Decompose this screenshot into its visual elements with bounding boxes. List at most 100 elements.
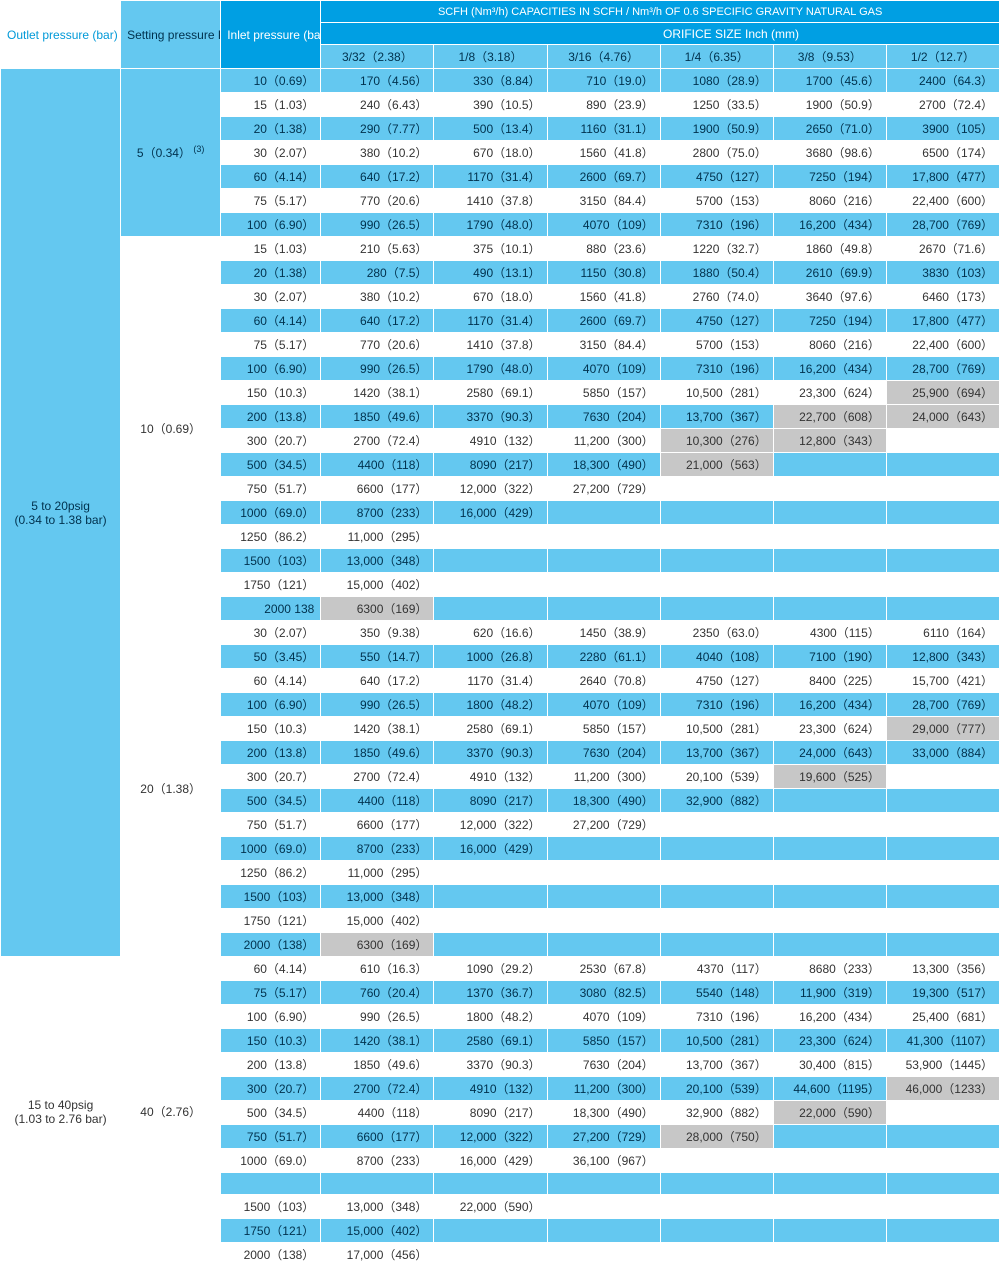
capacity-cell: 28,700（769） bbox=[886, 213, 999, 237]
capacity-cell: 17,800（477） bbox=[886, 309, 999, 333]
capacity-cell bbox=[547, 1173, 660, 1195]
capacity-cell: 4400（118） bbox=[321, 789, 434, 813]
capacity-cell: 4910（132） bbox=[434, 429, 547, 453]
capacity-cell: 16,200（434） bbox=[773, 213, 886, 237]
setting-pressure-cell: 5（0.34） (3) bbox=[121, 69, 221, 237]
capacity-cell bbox=[660, 573, 773, 597]
capacity-cell: 16,200（434） bbox=[773, 357, 886, 381]
capacity-cell: 2640（70.8） bbox=[547, 669, 660, 693]
capacity-cell: 6600（177） bbox=[321, 813, 434, 837]
capacity-cell bbox=[434, 909, 547, 933]
capacity-cell: 19,600（525） bbox=[773, 765, 886, 789]
capacity-cell: 3080（82.5） bbox=[547, 981, 660, 1005]
capacity-cell bbox=[547, 909, 660, 933]
capacity-cell bbox=[886, 1195, 999, 1219]
capacity-cell: 6600（177） bbox=[321, 1125, 434, 1149]
capacity-cell: 4750（127） bbox=[660, 165, 773, 189]
capacity-cell bbox=[773, 1243, 886, 1267]
capacity-cell: 4750（127） bbox=[660, 669, 773, 693]
capacity-cell: 1700（45.6） bbox=[773, 69, 886, 93]
capacity-cell bbox=[547, 597, 660, 621]
capacity-cell: 710（19.0） bbox=[547, 69, 660, 93]
capacity-cell bbox=[773, 525, 886, 549]
capacity-cell bbox=[547, 1243, 660, 1267]
capacity-cell: 12,800（343） bbox=[773, 429, 886, 453]
capacity-cell: 2580（69.1） bbox=[434, 1029, 547, 1053]
capacity-cell: 2700（72.4） bbox=[886, 93, 999, 117]
capacity-cell: 8090（217） bbox=[434, 789, 547, 813]
outlet-pressure-cell: 15 to 40psig(1.03 to 2.76 bar) bbox=[1, 957, 121, 1267]
capacity-cell: 2400（64.3） bbox=[886, 69, 999, 93]
inlet-pressure-cell: 150（10.3） bbox=[221, 1029, 321, 1053]
orifice-size: 1/2（12.7） bbox=[886, 45, 999, 69]
capacity-cell: 36,100（967） bbox=[547, 1149, 660, 1173]
inlet-pressure-cell: 30（2.07） bbox=[221, 621, 321, 645]
inlet-pressure-cell: 200（13.8） bbox=[221, 405, 321, 429]
capacity-cell: 375（10.1） bbox=[434, 237, 547, 261]
inlet-pressure-cell: 100（6.90） bbox=[221, 1005, 321, 1029]
capacity-cell: 23,300（624） bbox=[773, 717, 886, 741]
capacity-cell: 760（20.4） bbox=[321, 981, 434, 1005]
capacity-cell bbox=[773, 1195, 886, 1219]
table-row: 20（1.38）30（2.07）350（9.38）620（16.6）1450（3… bbox=[1, 621, 1000, 645]
inlet-pressure-cell: 60（4.14） bbox=[221, 669, 321, 693]
capacity-cell: 2670（71.6） bbox=[886, 237, 999, 261]
capacity-cell: 8090（217） bbox=[434, 1101, 547, 1125]
capacity-cell bbox=[886, 1173, 999, 1195]
capacity-cell: 1800（48.2） bbox=[434, 693, 547, 717]
capacity-cell: 28,700（769） bbox=[886, 357, 999, 381]
inlet-pressure-cell: 1750（121） bbox=[221, 1219, 321, 1243]
capacity-cell bbox=[773, 597, 886, 621]
inlet-pressure-cell: 300（20.7） bbox=[221, 429, 321, 453]
capacity-cell: 4070（109） bbox=[547, 693, 660, 717]
capacity-cell: 18,300（490） bbox=[547, 1101, 660, 1125]
capacity-cell: 3370（90.3） bbox=[434, 405, 547, 429]
capacity-cell bbox=[434, 933, 547, 957]
capacity-cell bbox=[886, 789, 999, 813]
capacity-cell bbox=[773, 909, 886, 933]
capacity-cell bbox=[773, 549, 886, 573]
inlet-pressure-cell: 1500（103） bbox=[221, 885, 321, 909]
capacity-cell: 1790（48.0） bbox=[434, 213, 547, 237]
capacity-cell: 5700（153） bbox=[660, 189, 773, 213]
capacity-title-header: SCFH (Nm³/h) CAPACITIES IN SCFH / Nm³/h … bbox=[321, 1, 1000, 23]
capacity-cell: 4040（108） bbox=[660, 645, 773, 669]
capacity-cell: 1900（50.9） bbox=[773, 93, 886, 117]
capacity-cell: 1560（41.8） bbox=[547, 141, 660, 165]
capacity-cell: 1170（31.4） bbox=[434, 165, 547, 189]
capacity-cell: 16,000（429） bbox=[434, 501, 547, 525]
capacity-cell: 4070（109） bbox=[547, 1005, 660, 1029]
capacity-cell: 2700（72.4） bbox=[321, 1077, 434, 1101]
capacity-cell: 1000（26.8） bbox=[434, 645, 547, 669]
capacity-cell bbox=[547, 501, 660, 525]
capacity-cell bbox=[434, 549, 547, 573]
capacity-cell: 20,100（539） bbox=[660, 765, 773, 789]
capacity-cell bbox=[773, 813, 886, 837]
inlet-pressure-cell: 2000 138 bbox=[221, 597, 321, 621]
capacity-cell bbox=[773, 453, 886, 477]
inlet-pressure-cell: 500（34.5） bbox=[221, 1101, 321, 1125]
capacity-cell: 2700（72.4） bbox=[321, 765, 434, 789]
capacity-cell: 3900（105） bbox=[886, 117, 999, 141]
capacity-cell: 5850（157） bbox=[547, 717, 660, 741]
capacity-cell: 16,000（429） bbox=[434, 1149, 547, 1173]
capacity-cell: 11,000（295） bbox=[321, 525, 434, 549]
inlet-header: Inlet pressure (bar) bbox=[221, 1, 321, 69]
inlet-pressure-cell: 750（51.7） bbox=[221, 1125, 321, 1149]
capacity-cell: 6110（164） bbox=[886, 621, 999, 645]
capacity-cell: 1850（49.6） bbox=[321, 741, 434, 765]
capacity-cell: 17,800（477） bbox=[886, 165, 999, 189]
capacity-cell: 15,000（402） bbox=[321, 909, 434, 933]
capacity-cell: 620（16.6） bbox=[434, 621, 547, 645]
capacity-cell bbox=[660, 933, 773, 957]
capacity-cell: 27,200（729） bbox=[547, 477, 660, 501]
capacity-cell bbox=[547, 1195, 660, 1219]
capacity-cell: 8700（233） bbox=[321, 1149, 434, 1173]
capacity-cell: 7630（204） bbox=[547, 741, 660, 765]
capacity-cell: 7630（204） bbox=[547, 1053, 660, 1077]
capacity-cell: 380（10.2） bbox=[321, 285, 434, 309]
capacity-cell: 11,200（300） bbox=[547, 765, 660, 789]
capacity-cell: 18,300（490） bbox=[547, 453, 660, 477]
capacity-cell: 13,700（367） bbox=[660, 741, 773, 765]
capacity-cell: 1860（49.8） bbox=[773, 237, 886, 261]
